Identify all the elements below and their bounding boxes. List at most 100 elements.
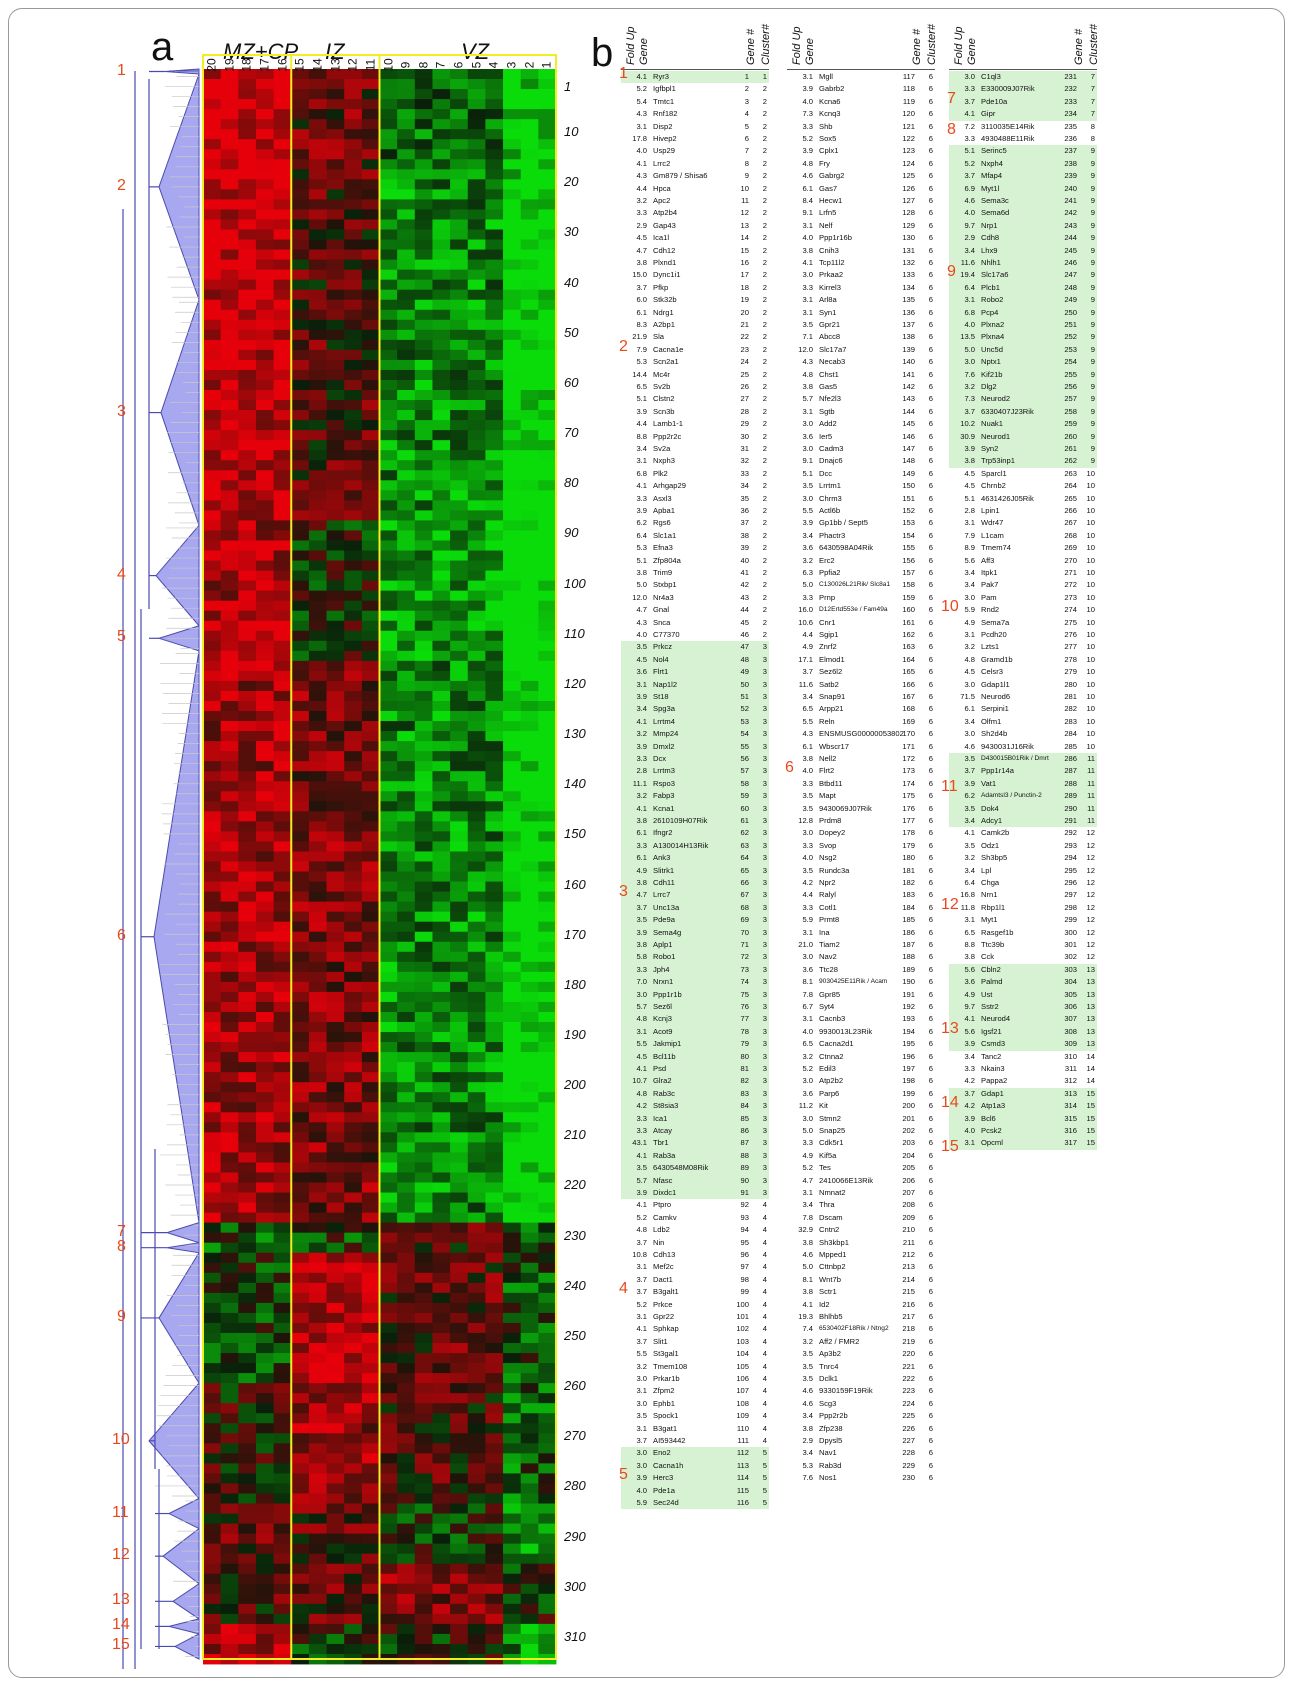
heatmap-cell: [203, 1343, 222, 1354]
heatmap-cell: [379, 1443, 398, 1454]
table-row: 4.7 Cdh12 15 2: [621, 245, 769, 257]
heatmap-cell: [203, 1212, 222, 1224]
heatmap-cell: [203, 1092, 222, 1103]
cell-gene: Reln: [819, 716, 835, 726]
heatmap-cell: [397, 1623, 416, 1635]
heatmap-cell: [255, 149, 274, 160]
heatmap-cell: [238, 941, 257, 953]
cell-fold: 3.9: [636, 741, 647, 751]
table-row: 3.7 Mfap4 239 9: [949, 170, 1097, 182]
cell-fold: 3.6: [802, 1088, 813, 1098]
cell-gene: St8sia3: [653, 1101, 679, 1111]
heatmap-cell: [520, 610, 539, 622]
heatmap-cell: [538, 500, 557, 511]
heatmap-cell: [503, 1513, 522, 1524]
cell-fold: 3.1: [964, 915, 975, 925]
cell-fold: 8.1: [802, 1274, 813, 1284]
heatmap-cell: [538, 1553, 557, 1565]
heatmap-cell: [397, 911, 416, 923]
heatmap-cell: [255, 339, 274, 351]
heatmap-cell: [379, 761, 398, 772]
heatmap-cell: [379, 1062, 398, 1073]
heatmap-cell: [308, 600, 327, 612]
heatmap-cell: [467, 971, 486, 983]
cell-cnum: 3: [762, 716, 767, 726]
cell-gnum: 8: [744, 158, 749, 168]
heatmap-cell: [379, 119, 398, 130]
heatmap-cell: [485, 851, 504, 862]
heatmap-cell: [344, 1363, 363, 1374]
row-tick-label: 240: [564, 1277, 586, 1293]
heatmap-cell: [397, 1242, 416, 1254]
heatmap-cell: [450, 1112, 469, 1123]
heatmap-cell: [220, 480, 239, 491]
cell-gnum: 273: [1064, 592, 1077, 602]
heatmap-cell: [538, 1242, 557, 1254]
cell-cnum: 11: [1087, 803, 1095, 813]
heatmap-cell: [538, 1122, 557, 1133]
cell-fold: 2.9: [964, 233, 975, 243]
table-row: 3.2 Tmem108 105 4: [621, 1361, 769, 1373]
heatmap-cell: [379, 470, 398, 481]
heatmap-cell: [273, 1112, 292, 1123]
heatmap-cell: [485, 1443, 504, 1454]
heatmap-cell: [379, 1403, 398, 1414]
table-row: 6.5 Arpp21 168 6: [787, 703, 935, 715]
cell-cnum: 4: [762, 1200, 767, 1210]
heatmap-cell: [520, 299, 539, 311]
heatmap-cell: [203, 1623, 222, 1635]
cell-gnum: 291: [1064, 816, 1077, 825]
heatmap-cell: [485, 199, 504, 210]
heatmap-cell: [361, 1503, 380, 1514]
heatmap-cell: [255, 1152, 274, 1163]
cell-gnum: 60: [740, 803, 749, 813]
heatmap-cell: [344, 1162, 363, 1173]
heatmap-cell: [220, 580, 239, 592]
heatmap-cell: [538, 1072, 557, 1083]
heatmap-cell: [361, 630, 380, 642]
table-row: 3.4 Pak7 272 10: [949, 579, 1097, 591]
heatmap-cell: [255, 1092, 274, 1103]
table-header-cluster: Cluster#: [926, 24, 938, 65]
heatmap-cell: [503, 1623, 522, 1635]
table-row: 3.2 Erc2 156 6: [787, 555, 935, 567]
cell-gene: Hecw1: [819, 196, 843, 205]
heatmap-cell: [203, 811, 222, 822]
heatmap-cell: [220, 219, 239, 230]
cell-fold: 3.7: [964, 96, 975, 106]
heatmap-cell: [255, 1633, 274, 1645]
cell-gnum: 46: [740, 630, 749, 639]
heatmap-cell: [203, 680, 222, 692]
heatmap-cell: [538, 329, 557, 341]
heatmap-cell: [238, 1122, 257, 1133]
cluster-label: 9: [117, 1307, 126, 1325]
heatmap-cell: [432, 1493, 451, 1504]
cell-gene: Ap3b2: [819, 1349, 841, 1359]
heatmap-cell: [520, 1633, 539, 1645]
heatmap-cell: [397, 510, 416, 521]
heatmap-cell: [538, 369, 557, 381]
heatmap-cell: [432, 1483, 451, 1494]
cell-gnum: 81: [740, 1064, 749, 1073]
heatmap-cell: [538, 1262, 557, 1274]
heatmap-cell: [255, 680, 274, 692]
cell-gnum: 94: [740, 1225, 749, 1235]
cell-fold: 4.6: [802, 1250, 813, 1259]
heatmap-cell: [432, 460, 451, 471]
heatmap-cell: [203, 1152, 222, 1163]
heatmap-cell: [344, 1112, 363, 1123]
cell-cnum: 2: [762, 295, 767, 305]
cell-fold: 3.3: [802, 840, 813, 850]
heatmap-cell: [273, 1322, 292, 1334]
table-row: 6.5 Sv2b 26 2: [621, 381, 769, 393]
heatmap-cell: [220, 881, 239, 892]
cell-fold: 3.0: [964, 72, 975, 81]
cell-gnum: 231: [1064, 72, 1077, 81]
table-header-gene_num: Gene #: [745, 28, 757, 65]
cell-gnum: 55: [740, 741, 749, 751]
heatmap-cell: [379, 751, 398, 762]
heatmap-cell: [485, 841, 504, 852]
cell-fold: 6.4: [964, 878, 975, 887]
heatmap-cell: [379, 1202, 398, 1213]
heatmap-cell: [344, 470, 363, 481]
